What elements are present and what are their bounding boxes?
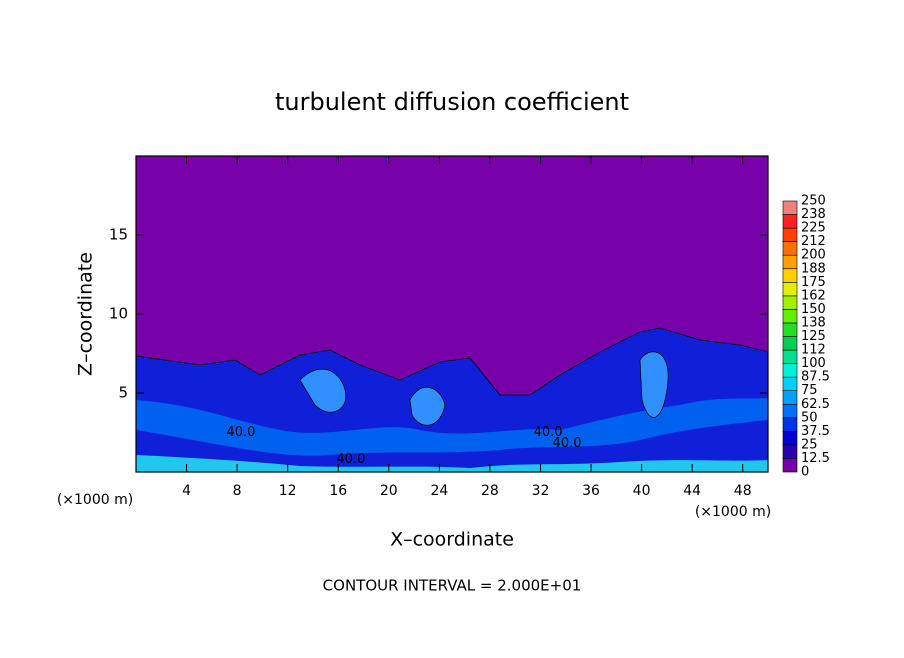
colorbar-label: 12.5	[801, 451, 830, 466]
contour-label: 40.0	[553, 436, 582, 451]
colorbar-box	[782, 431, 798, 446]
x-tick-label: 44	[683, 483, 701, 499]
colorbar-box	[782, 376, 798, 391]
colorbar-label: 175	[801, 275, 826, 290]
colorbar-label: 162	[801, 288, 826, 303]
x-tick-label: 48	[734, 483, 752, 499]
x-tick-label: 36	[582, 483, 600, 499]
colorbar-label: 150	[801, 302, 826, 317]
field-swirl	[299, 351, 669, 426]
colorbar-label: 100	[801, 356, 826, 371]
colorbar-box	[782, 309, 798, 324]
x-tick-label: 20	[380, 483, 398, 499]
colorbar-label: 25	[801, 437, 818, 452]
colorbar-label: 0	[801, 465, 809, 480]
contour-label: 40.0	[226, 425, 255, 440]
contour-label: 40.0	[336, 452, 365, 467]
colorbar-box	[782, 390, 798, 405]
x-tick-label: 16	[329, 483, 347, 499]
contour-label: 40.0	[534, 425, 563, 440]
colorbar-label: 112	[801, 343, 826, 358]
colorbar-label: 62.5	[801, 397, 830, 412]
colorbar-label: 87.5	[801, 370, 830, 385]
field-band	[136, 455, 768, 472]
colorbar-box	[782, 458, 798, 473]
colorbar-box	[782, 281, 798, 297]
colorbar-box	[782, 214, 798, 229]
colorbar-box	[782, 322, 798, 337]
colorbar-box	[782, 403, 798, 419]
colorbar-label: 238	[801, 207, 826, 222]
footer-note: CONTOUR INTERVAL = 2.000E+01	[323, 577, 582, 595]
chart-title: turbulent diffusion coefficient	[275, 88, 629, 116]
x-tick-label: 28	[481, 483, 499, 499]
colorbar-box	[782, 336, 798, 351]
colorbar-label: 75	[801, 383, 818, 398]
x-tick-label: 4	[182, 483, 191, 499]
x-tick-label: 8	[233, 483, 242, 499]
colorbar-label: 50	[801, 410, 818, 425]
colorbar-label: 37.5	[801, 424, 830, 439]
x-tick-label: 12	[279, 483, 297, 499]
colorbar-label: 212	[801, 234, 826, 249]
colorbar-box	[782, 268, 798, 283]
x-tick-label: 24	[430, 483, 448, 499]
field-band	[136, 398, 768, 456]
x-tick-label: 40	[633, 483, 651, 499]
colorbar-label: 200	[801, 248, 826, 263]
x-unit-label: (×1000 m)	[57, 492, 133, 508]
colorbar-box	[782, 417, 798, 432]
y-tick-label: 10	[109, 305, 128, 323]
colorbar-label: 125	[801, 329, 826, 344]
y-tick-label: 15	[109, 226, 128, 244]
colorbar-label: 250	[801, 194, 826, 209]
colorbar-box	[782, 444, 798, 459]
colorbar-box	[782, 363, 798, 378]
x-tick-label: 32	[532, 483, 550, 499]
colorbar-label: 188	[801, 261, 826, 276]
colorbar-box	[782, 227, 798, 242]
x-axis-label: X–coordinate	[390, 529, 514, 551]
colorbar-box	[782, 295, 798, 310]
colorbar-box	[782, 349, 798, 364]
field	[135, 156, 769, 473]
colorbar-box	[782, 200, 798, 215]
colorbar-box	[782, 254, 798, 270]
y-tick-label: 5	[118, 384, 128, 402]
y-axis-label: Z–coordinate	[75, 252, 97, 376]
x-unit-label: (×1000 m)	[695, 504, 771, 520]
colorbar-label: 138	[801, 315, 826, 330]
colorbar-box	[782, 241, 798, 256]
colorbar-label: 225	[801, 221, 826, 236]
